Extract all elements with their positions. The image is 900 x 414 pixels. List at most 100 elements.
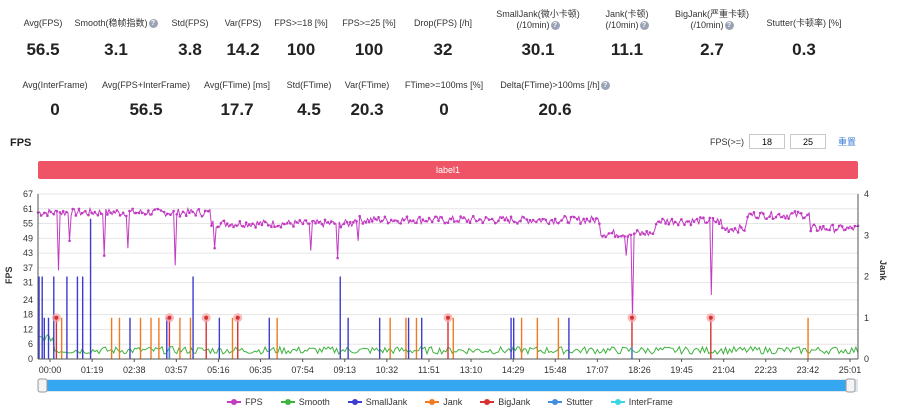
fps-point [847,226,850,230]
fps-point [680,218,683,221]
threshold-input-1[interactable] [749,134,786,149]
fps-point [699,216,702,219]
fps-point [777,212,781,216]
help-icon[interactable]: ? [550,21,560,31]
help-icon[interactable]: ? [600,81,610,91]
x-tick-label: 15:48 [544,365,567,375]
metric-ftime-ge-100ms: FTime>=100ms [%] 0 [400,76,488,119]
legend-item-fps[interactable]: FPS [227,397,263,407]
fps-point [235,224,238,227]
metric-value: 56.5 [26,40,60,59]
fps-point [222,219,226,223]
legend-item-stutter[interactable]: Stutter [548,397,593,407]
fps-point [191,210,194,214]
zoom-slider-handle-right[interactable] [845,378,856,393]
metric-label: BigJank(严重卡顿) [674,9,749,19]
fps-point [140,211,144,215]
legend-item-smooth[interactable]: Smooth [280,397,330,407]
metric-bigjank: BigJank(严重卡顿) (/10min)? 2.7 [664,4,760,59]
reset-button[interactable]: 重置 [838,137,857,147]
fps-point [330,220,333,223]
fps-point [184,214,188,218]
metric-label: FTime>=100ms [%] [404,80,484,90]
fps-point [569,215,573,219]
fps-point [837,224,841,228]
bigjank-markers [51,313,716,323]
fps-point [497,219,500,223]
fps-point [285,221,289,225]
fps-point [803,216,806,220]
x-tick-label: 07:54 [291,365,314,375]
fps-point [418,215,421,219]
fps-point [626,235,630,238]
help-icon[interactable]: ? [724,21,734,31]
fps-point [383,215,387,219]
zoom-slider-handle-left[interactable] [37,378,48,393]
legend-item-bigjank[interactable]: BigJank [480,397,530,407]
x-tick-label: 13:10 [460,365,483,375]
x-tick-label: 00:00 [39,365,62,375]
legend-label: FPS [245,397,263,407]
fps-point [112,210,115,213]
fps-point [787,217,790,220]
fps-point [516,222,519,225]
metric-label: Smooth(稳帧指数) [74,18,148,28]
help-icon[interactable]: ? [148,19,158,29]
fps-point [639,233,642,236]
legend-item-jank[interactable]: Jank [425,397,462,407]
legend-item-smalljank[interactable]: SmallJank [347,397,407,407]
fps-point [377,215,380,219]
fps-point [342,222,346,226]
fps-point [702,216,705,219]
fps-point [610,231,614,235]
fps-point [528,218,532,222]
fps-point [304,219,308,222]
threshold-input-2[interactable] [790,134,827,149]
fps-line [37,206,859,318]
help-icon[interactable]: ? [639,21,649,31]
fps-point [434,215,437,219]
fps-point [705,221,708,224]
fps-point [550,218,554,222]
fps-point [307,222,311,225]
legend-swatch [610,399,625,405]
fps-point [128,209,131,213]
label-bar[interactable]: label1 [38,161,858,179]
metric-var-fps: Var(FPS) 14.2 [218,4,268,59]
fps-point [396,219,399,223]
fps-point [371,220,374,223]
y-left-tick-label: 67 [23,189,33,199]
fps-point [248,223,251,226]
metric-value: 0 [50,100,60,119]
fps-point [430,220,434,224]
fps-point [244,221,248,224]
fps-point [670,217,674,221]
fps-point [834,228,838,232]
metric-label: SmallJank(微小卡顿) [496,9,580,19]
legend-item-interframe[interactable]: InterFrame [610,397,673,407]
fps-point [311,219,314,223]
fps-point [588,220,592,223]
fps-point [468,221,472,225]
fps-point [289,222,292,225]
fps-point [166,212,169,216]
y-left-tick-label: 18 [23,310,33,320]
metric-std-fps: Std(FPS) 3.8 [163,4,217,59]
fps-point [77,207,81,211]
fps-point [724,228,727,231]
metric-value: 56.5 [129,100,163,119]
fps-point [348,220,352,224]
fps-point [563,214,566,218]
zoom-slider-range[interactable] [44,380,852,391]
fps-point [169,213,172,217]
fps-point [87,213,90,217]
fps-point [746,215,749,219]
x-tick-label: 22:23 [755,365,778,375]
fps-point [456,219,459,223]
fps-point [449,217,453,221]
metric-value: 0.3 [792,40,816,59]
metric-stutter: Stutter(卡顿率) [%] 0.3 [764,4,844,59]
fps-point [84,209,87,213]
fps-point [727,230,730,233]
y-left-tick-label: 12 [23,324,33,334]
